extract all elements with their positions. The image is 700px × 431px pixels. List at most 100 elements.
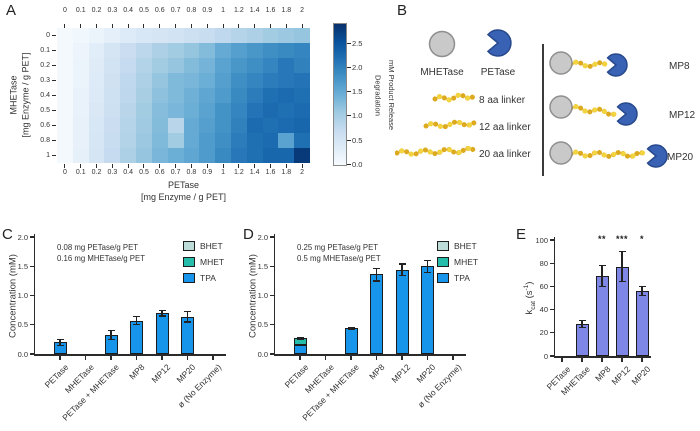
heatmap-cell <box>104 103 121 119</box>
heatmap-x-axis-title-line2: [mg Enzyme / g PET] <box>140 191 227 202</box>
heatmap-cell <box>199 133 216 149</box>
heatmap-cell <box>136 133 153 149</box>
construct-mp8-label: MP8 <box>669 61 690 72</box>
heatmap-cell <box>278 133 295 149</box>
heatmap-cell <box>72 118 90 134</box>
heatmap-top-tick <box>238 23 240 28</box>
error-bar <box>375 268 378 281</box>
heatmap-cell <box>183 148 200 164</box>
tpa-swatch-icon <box>437 273 449 283</box>
y-tick-label: 0.0 <box>17 349 28 359</box>
x-axis-spine <box>33 354 226 356</box>
heatmap-bottom-tick <box>127 163 129 168</box>
heatmap-cell <box>294 133 311 149</box>
heatmap-cell <box>88 43 105 59</box>
legend-label: TPA <box>200 273 216 283</box>
y-axis-spine <box>273 234 275 356</box>
heatmap-bottom-tick <box>143 163 145 168</box>
error-bar-cap <box>373 267 380 269</box>
heatmap-cell <box>57 148 74 164</box>
heatmap-bottom-tick <box>222 163 224 168</box>
heatmap-cell <box>72 73 90 89</box>
y-tick <box>29 294 34 297</box>
bar-segment <box>635 291 649 356</box>
heatmap-cell <box>246 28 263 44</box>
heatmap-x-axis-title: PETase [mg Enzyme / g PET] <box>57 180 310 203</box>
heatmap-cell <box>57 103 74 119</box>
heatmap-cell <box>246 43 263 59</box>
x-axis-spine <box>273 354 466 356</box>
y-tick <box>549 355 554 357</box>
heatmap-y-tick-label: 0.8 <box>40 136 50 144</box>
heatmap-y-tick-label: 0 <box>46 31 50 39</box>
heatmap-cell <box>230 88 248 104</box>
colorbar-tick <box>347 139 351 141</box>
mhetase-circle-icon <box>549 95 573 119</box>
x-tick <box>452 355 454 360</box>
heatmap-top-tick <box>206 23 208 28</box>
heatmap-top-tick <box>222 23 224 28</box>
heatmap-cell <box>215 148 232 164</box>
panel-d-annotation-line1: 0.25 mg PETase/g PET <box>297 243 379 252</box>
panel-d-annotation-line2: 0.5 mg MHETase/g PET <box>297 254 381 264</box>
heatmap-x-tick-label: 0.9 <box>202 7 213 14</box>
heatmap-cell <box>151 73 169 89</box>
panel-c-legend: BHET MHET TPA <box>183 241 224 289</box>
heatmap-bottom-tick <box>206 163 208 168</box>
heatmap-cell <box>167 133 184 149</box>
heatmap-cell <box>199 103 216 119</box>
bar-segment <box>395 269 409 354</box>
error-bar-cap <box>638 285 646 288</box>
heatmap-x-tick-label: 0.1 <box>75 168 86 176</box>
category-label: MP20 <box>629 364 653 387</box>
heatmap-cell <box>104 73 121 89</box>
petase-pacman-icon <box>606 53 628 77</box>
error-bar-cap <box>347 326 355 328</box>
legend-item-mhet: MHET <box>183 257 224 267</box>
linker-chain-highlight <box>568 104 619 118</box>
heatmap-x-tick-label: 1 <box>221 7 225 14</box>
heatmap-x-tick-label: 1 <box>221 168 225 176</box>
heatmap-cell <box>294 28 311 44</box>
heatmap-cell <box>199 148 216 164</box>
heatmap-top-tick <box>64 23 66 28</box>
y-tick <box>29 324 34 326</box>
heatmap-cell <box>230 133 248 149</box>
error-bar <box>350 327 352 330</box>
error-bar <box>110 330 112 340</box>
heatmap-cell <box>88 133 105 149</box>
panel-a-label: A <box>6 2 17 19</box>
heatmap-x-tick-label: 0.6 <box>154 7 165 14</box>
y-tick <box>549 332 554 334</box>
heatmap-x-tick-label: 0.8 <box>186 7 197 14</box>
colorbar-tick-label: 1.0 <box>352 111 363 121</box>
legend-label: TPA <box>454 273 470 283</box>
x-tick <box>110 355 112 360</box>
heatmap-cell <box>120 103 137 119</box>
heatmap-x-tick-label: 0.7 <box>170 168 181 176</box>
y-axis-spine <box>33 234 35 356</box>
heatmap-cell <box>199 73 216 89</box>
heatmap-x-tick-label: 2 <box>300 168 305 176</box>
error-bar-cap <box>107 329 115 331</box>
heatmap-cell <box>72 88 90 104</box>
heatmap-left-tick <box>52 50 56 51</box>
colorbar-tick <box>347 91 351 93</box>
heatmap-cell <box>262 88 279 104</box>
bhet-swatch-icon <box>183 241 195 251</box>
heatmap-cell <box>136 103 153 119</box>
bar-segment <box>293 344 307 354</box>
category-label: MP8 <box>592 364 613 384</box>
heatmap-top-tick <box>96 23 98 28</box>
panel-e-label: E <box>516 226 527 243</box>
heatmap-cell <box>120 28 137 44</box>
heatmap-cell <box>278 88 295 104</box>
construct-mp12-label: MP12 <box>669 110 696 121</box>
y-axis-title-part: (s <box>524 290 536 302</box>
bar-segment <box>344 328 358 354</box>
y-tick-label: 0.0 <box>257 349 268 359</box>
heatmap-x-tick-label: 0.8 <box>186 168 197 176</box>
heatmap-cell <box>262 43 279 59</box>
heatmap-bottom-tick <box>254 163 256 168</box>
